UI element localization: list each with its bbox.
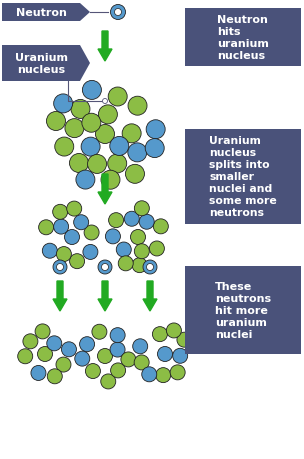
Circle shape (153, 219, 168, 235)
Circle shape (110, 342, 125, 357)
Circle shape (55, 138, 74, 157)
Circle shape (156, 368, 171, 383)
Circle shape (101, 374, 116, 389)
Circle shape (142, 367, 157, 382)
Circle shape (47, 112, 65, 131)
Circle shape (64, 230, 80, 245)
Circle shape (76, 171, 95, 190)
FancyBboxPatch shape (185, 9, 301, 67)
FancyArrow shape (98, 281, 112, 311)
Circle shape (54, 219, 69, 235)
Circle shape (53, 205, 68, 220)
Circle shape (18, 349, 33, 364)
Circle shape (110, 328, 125, 343)
Circle shape (82, 81, 102, 100)
Circle shape (132, 258, 147, 273)
Circle shape (118, 256, 133, 271)
Circle shape (39, 220, 54, 235)
Circle shape (56, 247, 71, 262)
Text: Uranium
nucleus: Uranium nucleus (15, 53, 67, 75)
Circle shape (173, 348, 188, 364)
Circle shape (56, 357, 71, 372)
Polygon shape (2, 46, 90, 82)
Circle shape (145, 139, 164, 158)
Circle shape (111, 363, 126, 378)
Circle shape (80, 337, 95, 352)
Circle shape (57, 264, 64, 271)
Circle shape (109, 213, 124, 228)
Circle shape (108, 88, 127, 107)
Text: These
neutrons
hit more
uranium
nuclei: These neutrons hit more uranium nuclei (215, 281, 271, 339)
Circle shape (71, 100, 90, 119)
Circle shape (108, 155, 127, 174)
Circle shape (124, 212, 139, 227)
Circle shape (152, 327, 168, 342)
Circle shape (98, 260, 112, 274)
FancyBboxPatch shape (185, 130, 301, 224)
Circle shape (81, 138, 100, 157)
FancyArrow shape (98, 174, 112, 205)
Text: Uranium
nucleus
splits into
smaller
nuclei and
some more
neutrons: Uranium nucleus splits into smaller nucl… (209, 136, 277, 218)
Circle shape (122, 124, 141, 144)
Circle shape (53, 260, 67, 274)
Circle shape (92, 325, 107, 340)
Circle shape (61, 342, 76, 357)
Circle shape (128, 144, 147, 162)
Circle shape (65, 119, 84, 138)
Circle shape (23, 334, 38, 349)
Circle shape (95, 125, 115, 144)
Circle shape (130, 230, 146, 245)
Circle shape (128, 97, 147, 116)
FancyArrow shape (98, 32, 112, 62)
Circle shape (84, 225, 99, 241)
Circle shape (85, 364, 100, 379)
Circle shape (146, 121, 165, 140)
Text: Neutron: Neutron (16, 8, 67, 18)
Circle shape (147, 264, 154, 271)
Circle shape (139, 215, 154, 230)
Circle shape (149, 241, 164, 257)
Circle shape (82, 114, 101, 133)
FancyArrow shape (53, 281, 67, 311)
Circle shape (133, 339, 148, 354)
Circle shape (101, 171, 120, 190)
Circle shape (88, 155, 107, 174)
Polygon shape (2, 4, 90, 22)
FancyArrow shape (143, 281, 157, 311)
Circle shape (134, 355, 149, 370)
Circle shape (42, 244, 57, 259)
Circle shape (102, 99, 108, 104)
Circle shape (47, 369, 62, 384)
Circle shape (70, 254, 85, 269)
Circle shape (31, 366, 46, 381)
Circle shape (75, 351, 90, 366)
Circle shape (115, 10, 122, 17)
Circle shape (37, 347, 53, 362)
Circle shape (35, 324, 50, 339)
Circle shape (166, 323, 181, 338)
Circle shape (177, 332, 192, 347)
Circle shape (67, 202, 82, 217)
Circle shape (110, 137, 129, 156)
Circle shape (121, 352, 136, 367)
Circle shape (74, 215, 89, 230)
Circle shape (116, 242, 131, 257)
FancyBboxPatch shape (185, 266, 301, 354)
Circle shape (126, 165, 144, 184)
Circle shape (102, 264, 109, 271)
Circle shape (47, 336, 62, 351)
Circle shape (54, 95, 73, 114)
Circle shape (98, 106, 117, 124)
Circle shape (143, 260, 157, 274)
Circle shape (157, 347, 172, 362)
Circle shape (70, 154, 88, 173)
Circle shape (105, 230, 120, 244)
Circle shape (134, 244, 149, 259)
Circle shape (83, 245, 98, 260)
Circle shape (98, 349, 112, 364)
Circle shape (170, 365, 185, 380)
Circle shape (134, 202, 149, 216)
Circle shape (110, 6, 126, 21)
Text: Neutron
hits
uranium
nucleus: Neutron hits uranium nucleus (217, 15, 269, 61)
